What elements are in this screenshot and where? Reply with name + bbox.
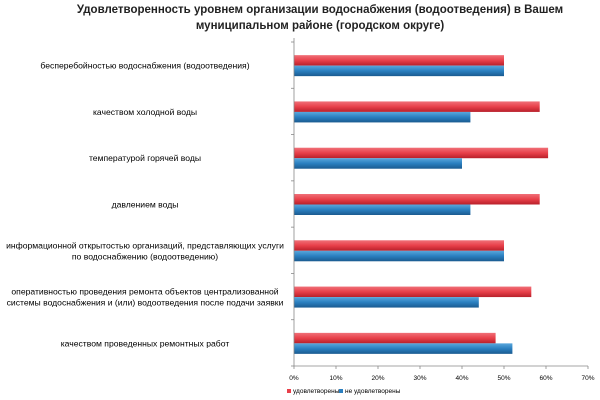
chart-title-line-1: Удовлетворенность уровнем организации во… [76, 4, 564, 16]
bar-not-satisfied-3 [294, 158, 462, 169]
chart-title: Удовлетворенность уровнем организации во… [40, 2, 600, 34]
bar-satisfied-7 [294, 332, 496, 344]
x-tick-label: 40% [455, 375, 468, 382]
bar-not-satisfied-4 [294, 204, 471, 215]
bar-satisfied-3 [294, 147, 549, 159]
x-tick-label: 30% [413, 375, 426, 382]
chart-title-line-2: муниципальном районе (городском округе) [195, 20, 445, 32]
x-tick-label: 0% [289, 375, 299, 382]
bar-not-satisfied-7 [294, 343, 513, 354]
category-label-4: давлением воды [112, 200, 179, 210]
bar-satisfied-6 [294, 286, 532, 298]
bar-not-satisfied-6 [294, 297, 479, 308]
legend-swatch-satisfied [287, 389, 291, 393]
category-label-5: информационной открытостью организаций, … [6, 240, 284, 261]
x-tick-label: 50% [497, 375, 510, 382]
legend-label-not-satisfied: не удовлетворены [345, 388, 401, 395]
bar-satisfied-5 [294, 240, 504, 251]
bar-not-satisfied-1 [294, 65, 504, 77]
bar-satisfied-1 [294, 55, 504, 66]
bar-satisfied-2 [294, 101, 540, 112]
x-tick-label: 10% [329, 375, 342, 382]
bar-satisfied-4 [294, 194, 540, 205]
legend-label-satisfied: удовлетворены [293, 388, 340, 395]
category-label-3: температурой горячей воды [89, 153, 201, 163]
x-tick-label: 70% [581, 375, 594, 382]
bar-not-satisfied-2 [294, 111, 471, 123]
category-label-7: качеством проведенных ремонтных работ [61, 338, 230, 348]
category-label-1: бесперебойностью водоснабжения (водоотве… [40, 61, 249, 71]
legend-swatch-not-satisfied [339, 389, 343, 393]
bar-not-satisfied-5 [294, 250, 504, 262]
category-label-2: качеством холодной воды [93, 107, 197, 117]
category-label-6: оперативностью проведения ремонта объект… [7, 287, 284, 308]
x-tick-label: 60% [539, 375, 552, 382]
x-tick-label: 20% [371, 375, 384, 382]
